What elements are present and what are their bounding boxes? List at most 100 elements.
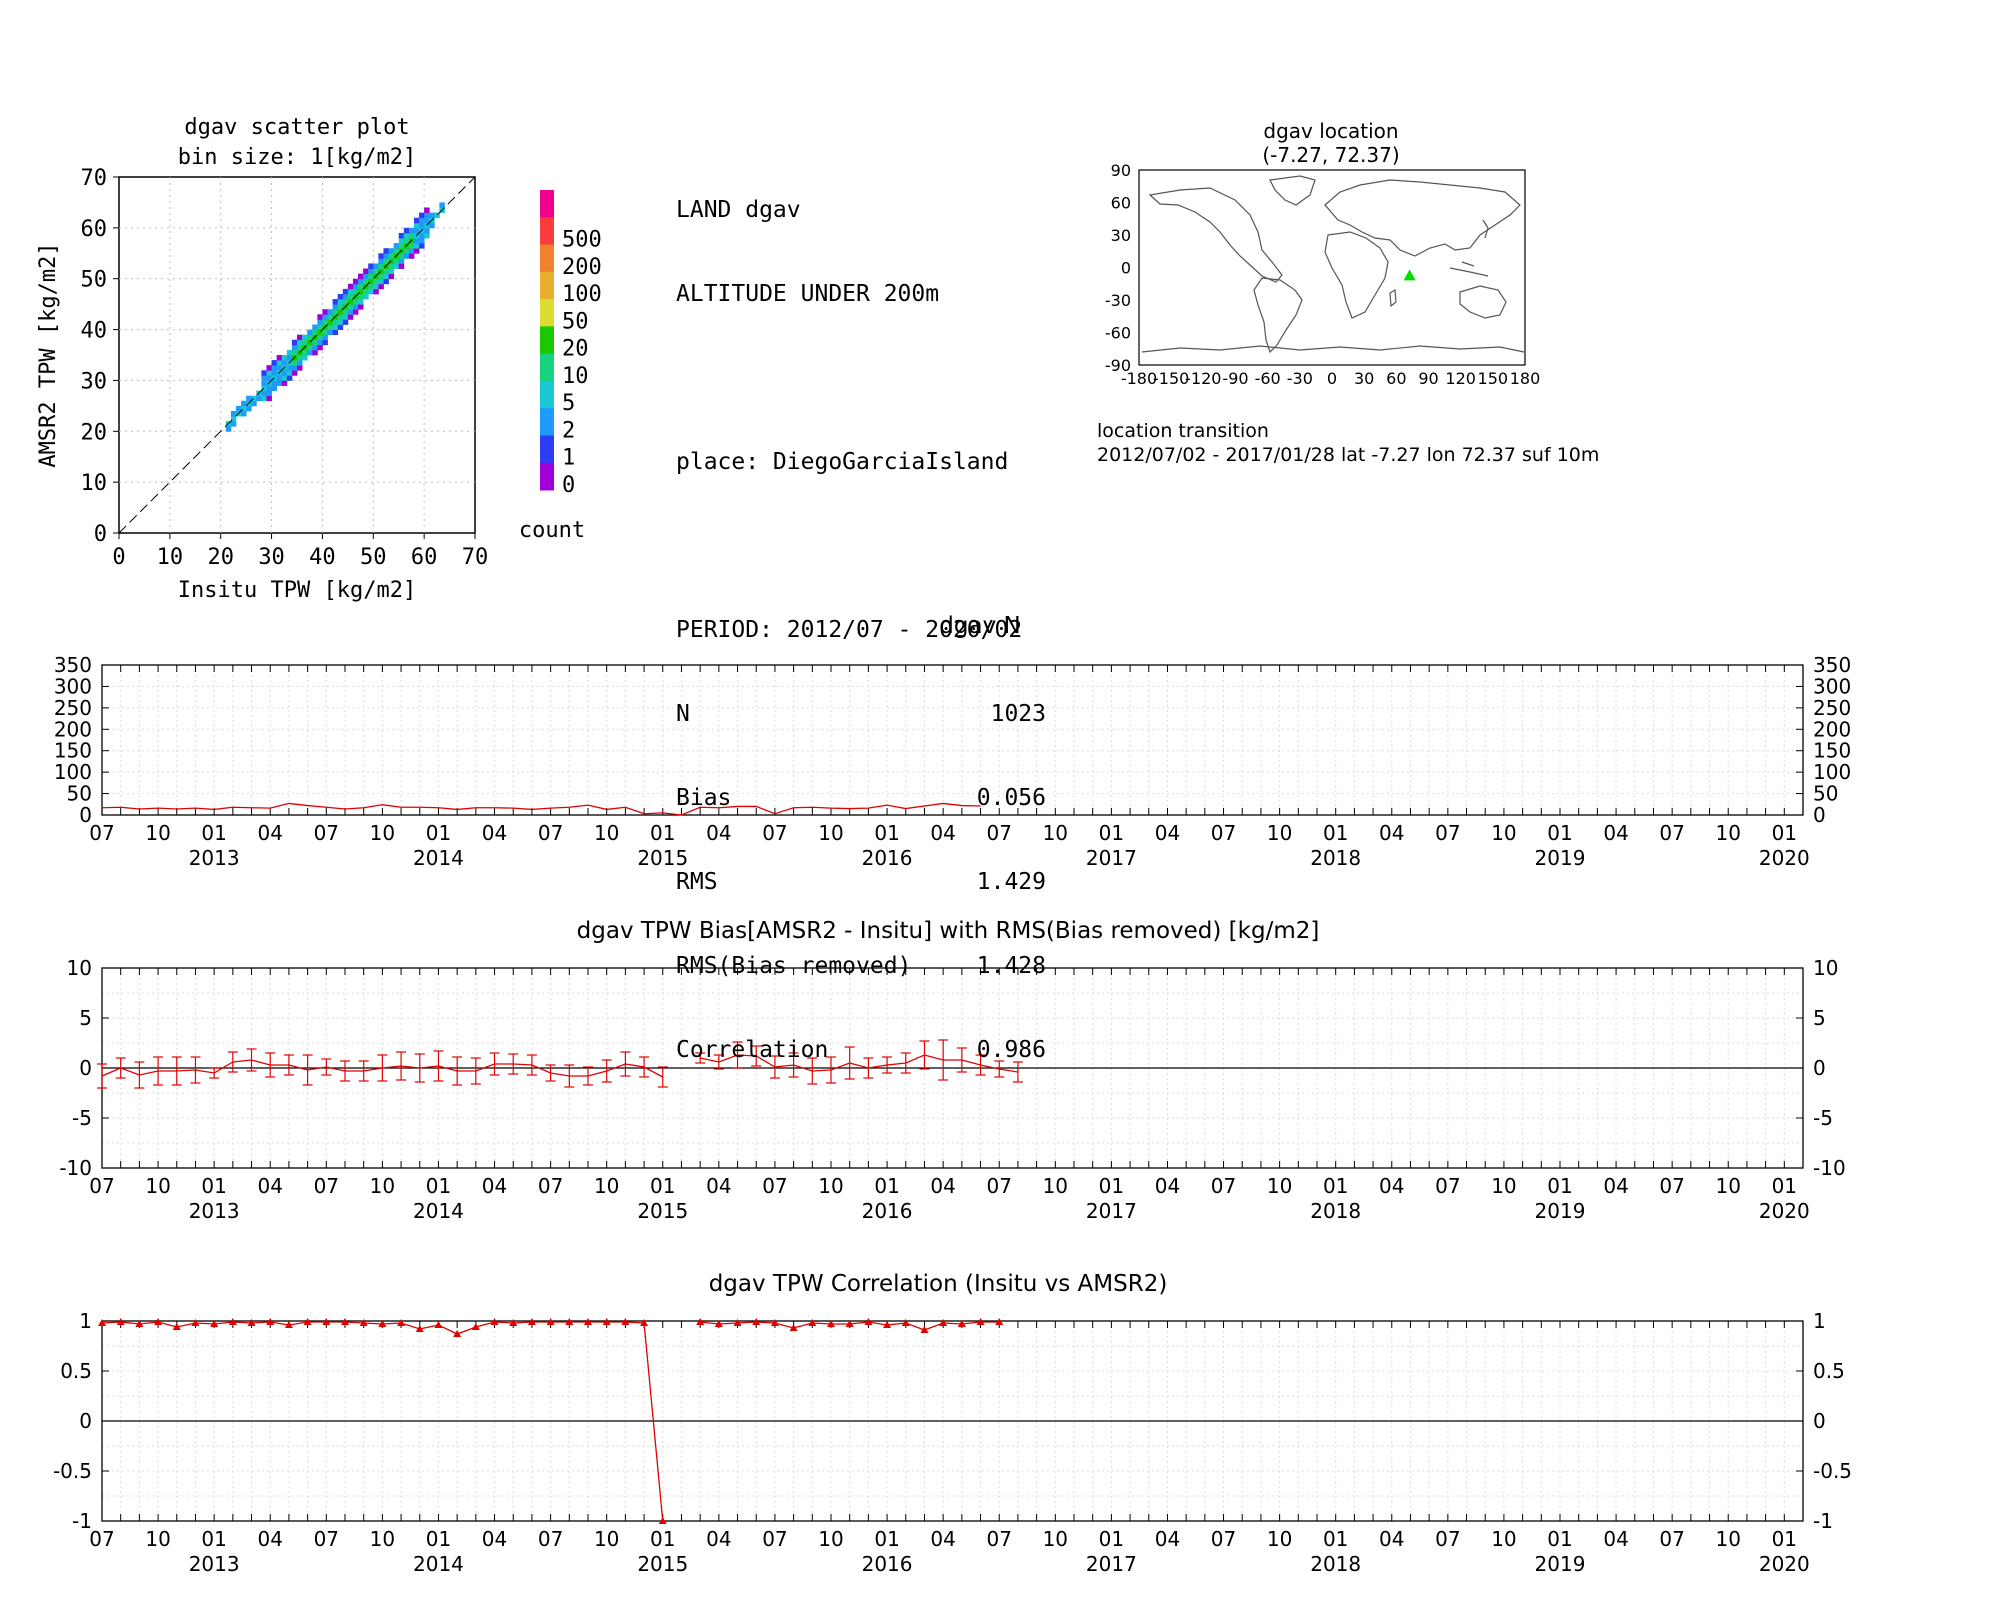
colorbar-level-label: 5 — [562, 391, 575, 416]
scatter-bin — [363, 273, 369, 280]
year-label: 2018 — [1310, 1552, 1361, 1576]
y-tick-label-right: 200 — [1813, 717, 1851, 741]
month-label: 07 — [538, 1174, 563, 1198]
scatter-bin — [266, 390, 272, 397]
month-label: 01 — [650, 1174, 675, 1198]
y-tick-label-right: 0 — [1813, 1409, 1826, 1433]
data-point — [471, 1323, 480, 1330]
colorbar-swatch — [540, 244, 554, 273]
scatter-bin — [246, 395, 252, 402]
month-label: 01 — [426, 1527, 451, 1551]
scatter-bin — [307, 329, 313, 336]
month-label: 10 — [594, 821, 619, 845]
scatter-bin — [393, 243, 400, 249]
data-point — [453, 1330, 462, 1337]
y-tick-label-right: 50 — [1813, 782, 1838, 806]
scatter-bin — [337, 324, 344, 330]
colorbar-level-label: 20 — [562, 337, 589, 362]
scatter-bin — [393, 248, 400, 254]
y-tick-label-right: 1 — [1813, 1309, 1826, 1333]
y-tick-label: 100 — [54, 760, 92, 784]
scatter-bin — [291, 360, 298, 366]
scatter-bin — [337, 299, 344, 305]
station-triangle — [1403, 269, 1416, 281]
scatter-bin — [363, 293, 369, 300]
scatter-bin — [398, 232, 405, 239]
y-tick-label: 350 — [54, 653, 92, 677]
data-point — [266, 1318, 275, 1325]
scatter-bin — [266, 370, 272, 376]
scatter-bin — [352, 304, 359, 310]
map-lon-label: -120 — [1185, 369, 1221, 388]
scatter-bin — [342, 314, 349, 320]
month-label: 07 — [314, 821, 339, 845]
colorbar-level-label: 500 — [562, 228, 602, 253]
year-label: 2020 — [1759, 846, 1810, 870]
data-point — [135, 1320, 144, 1327]
scatter-bin — [322, 309, 328, 315]
month-label: 07 — [89, 1174, 114, 1198]
scatter-x-tick-label: 20 — [207, 545, 234, 570]
scatter-bin — [413, 222, 420, 229]
month-label: 01 — [1547, 1174, 1572, 1198]
scatter-y-tick-label: 0 — [94, 522, 107, 547]
plot-frame — [101, 664, 1804, 816]
scatter-bin — [429, 222, 435, 229]
data-point — [228, 1318, 237, 1325]
y-tick-label-right: -5 — [1813, 1106, 1833, 1130]
stat-key: RMS — [676, 869, 718, 895]
colorbar-swatch — [540, 353, 554, 382]
month-label: 04 — [706, 821, 731, 845]
year-label: 2020 — [1759, 1552, 1810, 1576]
month-label: 04 — [258, 1527, 283, 1551]
scatter-bin — [266, 395, 272, 402]
data-point — [509, 1319, 518, 1326]
month-label: 10 — [145, 1174, 170, 1198]
map-lon-label: 120 — [1445, 369, 1476, 388]
scatter-bin — [378, 263, 384, 269]
month-label: 01 — [1323, 1527, 1348, 1551]
scatter-x-tick-label: 40 — [309, 545, 336, 570]
scatter-bin — [347, 288, 354, 295]
scatter-bin — [352, 299, 359, 305]
map-lon-label: -150 — [1153, 369, 1189, 388]
data-point — [378, 1320, 387, 1327]
month-label: 01 — [1323, 821, 1348, 845]
scatter-bin — [378, 278, 384, 285]
month-label: 07 — [314, 1174, 339, 1198]
scatter-bin — [312, 344, 318, 351]
y-tick-label: 0 — [79, 1409, 92, 1433]
month-label: 01 — [1099, 1527, 1124, 1551]
month-label: 01 — [874, 1527, 899, 1551]
scatter-bin — [291, 370, 298, 376]
bias-chart: -10 -10 -5 -5 0 0 5 5 10 10 07 10 01 04 07 10 01 04 07 10 01… — [59, 956, 1845, 1223]
scatter-bin — [297, 355, 303, 361]
scatter-bin — [291, 339, 298, 346]
y-tick-label: 0 — [79, 1056, 92, 1080]
scatter-bin — [332, 319, 339, 325]
scatter-bin — [368, 283, 374, 290]
scatter-y-tick-label: 10 — [81, 471, 108, 496]
map-lon-label: 30 — [1354, 369, 1374, 388]
y-tick-label-right: 0 — [1813, 1056, 1826, 1080]
scatter-bin — [337, 304, 344, 310]
y-tick-label: 200 — [54, 717, 92, 741]
month-label: 01 — [1547, 1527, 1572, 1551]
map-lon-label: 150 — [1478, 369, 1509, 388]
scatter-bin — [271, 370, 278, 376]
scatter-bin — [388, 273, 395, 280]
colorbar-level-label: 0 — [562, 473, 575, 498]
scatter-x-ticks: 0 10 20 30 40 50 60 70 — [112, 533, 488, 570]
month-label: 07 — [1435, 1174, 1460, 1198]
scatter-bin — [419, 212, 425, 219]
data-point — [640, 1319, 649, 1326]
month-label: 10 — [1267, 1527, 1292, 1551]
colorbar-level-label: 10 — [562, 364, 589, 389]
scatter-bin — [413, 238, 420, 244]
y-tick-label-right: 5 — [1813, 1006, 1826, 1030]
bias-chart-title: dgav TPW Bias[AMSR2 - Insitu] with RMS(B… — [577, 918, 1320, 944]
scatter-bin — [241, 405, 247, 412]
scatter-bin — [312, 349, 318, 356]
data-point — [434, 1321, 443, 1328]
month-label: 10 — [1043, 1527, 1068, 1551]
